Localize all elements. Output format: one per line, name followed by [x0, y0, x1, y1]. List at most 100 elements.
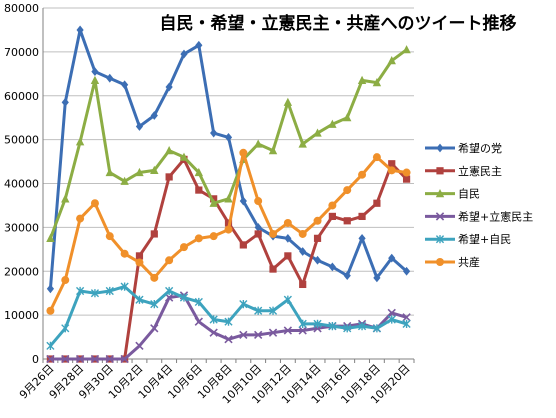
legend-label-3: 希望+立憲民主	[458, 209, 533, 223]
data-point-4-19	[328, 321, 337, 331]
data-point-4-8	[165, 286, 174, 296]
data-point-5-18	[313, 216, 322, 225]
series-line-0	[48, 28, 408, 289]
data-point-4-16	[283, 295, 292, 304]
data-point-3-16	[283, 326, 293, 335]
data-point-3-11	[209, 328, 218, 337]
data-point-3-23	[387, 308, 396, 318]
legend-marker-4	[435, 235, 445, 244]
data-point-2-0	[46, 233, 55, 242]
data-point-0-1	[61, 97, 69, 107]
data-point-0-24	[402, 266, 411, 276]
data-point-5-23	[387, 166, 396, 175]
data-point-1-14	[254, 230, 262, 238]
data-point-3-6	[135, 341, 144, 351]
data-point-1-15	[269, 265, 277, 273]
data-point-3-4	[105, 354, 114, 364]
data-point-3-0	[46, 354, 55, 364]
data-point-3-5	[120, 354, 129, 364]
data-point-5-6	[135, 258, 144, 267]
data-point-1-21	[358, 212, 366, 221]
axes: 0 10000 20000 30000 40000 50000 60000 70000 8000…	[4, 2, 415, 406]
data-point-2-21	[357, 75, 367, 84]
y-tick-label-3: 30000	[4, 221, 39, 234]
data-point-3-2	[75, 354, 85, 364]
series-line-4	[49, 285, 408, 347]
data-point-3-3	[90, 354, 100, 364]
data-point-0-9	[180, 49, 188, 59]
data-point-2-19	[328, 119, 337, 128]
data-point-5-16	[283, 218, 292, 227]
data-point-0-8	[165, 82, 173, 92]
legend-entry-1: 立憲民主	[425, 164, 502, 178]
y-tick-label-8: 80000	[4, 2, 39, 15]
data-point-2-22	[372, 77, 382, 87]
data-point-0-16	[284, 233, 292, 243]
legend-label-4: 希望+自民	[458, 232, 511, 246]
legend-label-5: 共産	[458, 256, 480, 269]
series	[46, 25, 411, 364]
data-point-0-5	[121, 80, 129, 90]
data-point-1-23	[388, 160, 396, 168]
data-point-1-6	[135, 252, 144, 260]
data-point-4-24	[402, 319, 411, 328]
data-point-1-7	[150, 230, 158, 238]
data-point-3-12	[224, 335, 233, 344]
data-point-1-19	[328, 212, 336, 221]
data-point-3-14	[254, 330, 263, 340]
data-point-5-5	[120, 249, 129, 258]
series-5	[46, 148, 411, 315]
data-point-1-17	[299, 280, 307, 289]
data-point-0-20	[343, 271, 351, 281]
data-point-2-24	[402, 45, 411, 54]
legend-label-1: 立憲民主	[458, 164, 502, 178]
legend-marker-3	[435, 212, 445, 221]
data-point-5-17	[298, 229, 307, 238]
data-point-0-6	[135, 122, 144, 131]
legend-entry-3: 希望+立憲民主	[425, 209, 533, 223]
data-point-0-11	[210, 128, 218, 138]
data-point-5-8	[165, 256, 174, 265]
data-point-4-12	[224, 317, 233, 326]
y-tick-label-6: 60000	[4, 90, 39, 103]
data-point-1-16	[284, 252, 292, 260]
data-point-2-16	[283, 97, 293, 106]
data-point-1-13	[239, 241, 247, 249]
legend-marker-2	[435, 189, 445, 198]
data-point-5-21	[358, 170, 367, 179]
data-point-0-18	[313, 255, 322, 265]
y-tick-label-5: 50000	[4, 134, 39, 147]
data-point-5-9	[179, 243, 188, 252]
data-point-5-4	[105, 232, 114, 241]
data-point-0-12	[224, 133, 233, 142]
data-point-2-4	[105, 167, 114, 177]
data-point-5-12	[224, 225, 233, 234]
data-point-3-24	[402, 313, 411, 322]
y-tick-label-0: 0	[32, 353, 39, 366]
data-point-2-1	[61, 194, 70, 203]
data-point-4-6	[135, 295, 144, 304]
data-point-0-17	[299, 247, 307, 256]
data-point-3-7	[150, 324, 159, 333]
data-point-4-1	[61, 324, 70, 333]
data-point-3-1	[61, 354, 70, 364]
data-point-5-14	[254, 197, 263, 206]
data-point-4-11	[209, 315, 218, 324]
series-1	[46, 155, 411, 363]
y-tick-label-7: 70000	[4, 46, 39, 59]
data-point-0-3	[91, 67, 99, 77]
data-point-0-0	[46, 284, 55, 294]
data-point-2-12	[224, 194, 233, 203]
data-point-3-17	[298, 326, 307, 335]
data-point-2-5	[120, 176, 129, 185]
data-point-1-22	[373, 199, 381, 207]
data-point-4-9	[179, 293, 189, 302]
data-point-4-22	[372, 324, 381, 333]
data-point-4-14	[254, 306, 263, 315]
data-point-5-15	[269, 229, 278, 238]
data-point-4-15	[268, 306, 278, 315]
data-point-2-18	[313, 128, 322, 137]
